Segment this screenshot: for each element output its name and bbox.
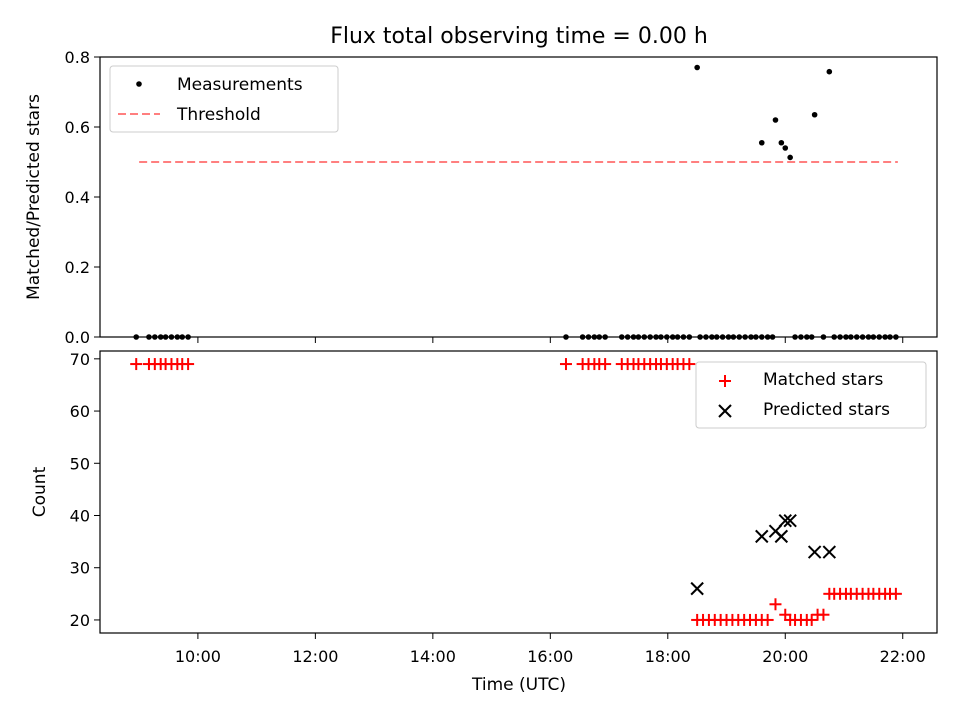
measurement-point xyxy=(787,154,793,161)
bottom-x-ticks: 10:00 12:00 14:00 16:00 18:00 20:00 22:00 xyxy=(175,633,926,666)
matched-stars-point xyxy=(599,358,612,371)
measurement-point xyxy=(778,139,785,146)
top-y-tick-label: 0.8 xyxy=(65,48,90,67)
measurement-point xyxy=(826,68,833,75)
top-legend: Measurements Threshold xyxy=(109,65,339,133)
bottom-legend-frame xyxy=(695,361,927,429)
bottom-y-ticks: 20 30 40 50 60 70 xyxy=(70,350,100,630)
matched-stars-point xyxy=(817,608,830,621)
bottom-y-tick-label: 40 xyxy=(70,507,90,526)
top-legend-frame xyxy=(109,65,339,133)
legend-label-matched-stars: Matched stars xyxy=(763,370,883,390)
x-axis-label: Time (UTC) xyxy=(471,675,566,695)
measurement-point xyxy=(811,111,818,118)
legend-label-predicted-stars: Predicted stars xyxy=(763,400,890,420)
predicted-stars-point xyxy=(822,545,837,559)
top-y-tick-label: 0.4 xyxy=(65,188,90,207)
predicted-stars-point-b xyxy=(690,581,704,596)
matched-stars-point xyxy=(130,358,143,371)
top-y-tick-label: 0.0 xyxy=(65,328,90,347)
x-tick-label: 22:00 xyxy=(880,647,926,666)
bottom-y-axis-label: Count xyxy=(30,466,50,517)
matched-stars-point xyxy=(182,358,195,371)
x-tick-label: 16:00 xyxy=(527,647,573,666)
matched-stars-point xyxy=(769,598,782,611)
measurement-point xyxy=(758,139,765,146)
bottom-y-tick-label: 20 xyxy=(70,611,90,630)
legend-label-threshold: Threshold xyxy=(176,105,261,125)
predicted-stars-point-b xyxy=(778,514,792,528)
measurement-point xyxy=(772,117,779,123)
predicted-stars-point xyxy=(690,581,704,596)
predicted-stars-point xyxy=(807,545,822,559)
matched-stars-point xyxy=(559,358,572,371)
x-tick-label: 18:00 xyxy=(645,647,691,666)
matched-stars-point xyxy=(805,613,818,626)
legend-label-measurements: Measurements xyxy=(177,75,303,95)
matched-stars-point xyxy=(889,587,902,600)
legend-marker-predicted-stars xyxy=(718,404,732,418)
bottom-axes-frame xyxy=(99,350,938,634)
bottom-y-tick-label: 60 xyxy=(70,402,90,421)
top-y-tick-label: 0.6 xyxy=(65,118,90,137)
legend-marker-matched-stars xyxy=(719,375,731,387)
bottom-y-tick-label: 50 xyxy=(70,454,90,473)
predicted-stars-point-b xyxy=(755,529,769,544)
bottom-axes: 20 30 40 50 60 70 10:00 12:00 14:00 16:00 18:00 20… xyxy=(30,350,938,695)
top-axes: 0.00.20.40.60.8 Matched/Predicted stars … xyxy=(24,48,938,347)
predicted-stars-point-b xyxy=(807,545,822,559)
legend-marker-measurements xyxy=(136,81,142,87)
predicted-stars-point-b xyxy=(774,529,789,544)
chart-title: Flux total observing time = 0.00 h xyxy=(330,24,708,49)
bottom-y-tick-label: 30 xyxy=(70,559,90,578)
matched-stars-point xyxy=(683,358,696,371)
measurement-point xyxy=(782,145,789,151)
bottom-y-tick-label: 70 xyxy=(70,350,90,369)
predicted-stars-point xyxy=(778,514,792,528)
matched-stars-point xyxy=(761,613,774,626)
measurement-point xyxy=(694,64,700,71)
top-y-tick-label: 0.2 xyxy=(65,258,90,277)
bottom-plot-area xyxy=(130,358,902,626)
x-tick-label: 20:00 xyxy=(762,647,808,666)
top-y-ticks: 0.0 0.2 0.4 0.6 0.8 xyxy=(65,48,100,347)
bottom-legend: Matched stars Predicted stars xyxy=(695,361,927,429)
x-tick-label: 10:00 xyxy=(175,647,221,666)
x-tick-label: 12:00 xyxy=(292,647,338,666)
predicted-stars-point xyxy=(783,514,797,528)
predicted-stars-point-b xyxy=(822,545,837,559)
top-y-axis-label: Matched/Predicted stars xyxy=(24,94,44,300)
predicted-stars-point-b xyxy=(783,514,797,528)
predicted-stars-point xyxy=(755,529,769,544)
top-x-ticks xyxy=(197,337,904,343)
predicted-stars-point xyxy=(774,529,789,544)
x-tick-label: 14:00 xyxy=(410,647,456,666)
